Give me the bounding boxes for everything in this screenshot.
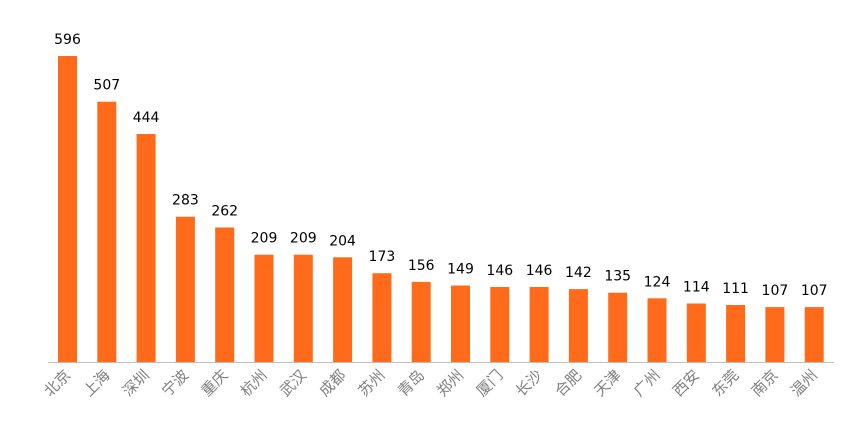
category-label-15: 广州 <box>630 366 664 400</box>
category-labels-group: 北京 上海 深圳 宁波 重庆 杭州 武汉 成都 苏州 青岛 郑州 厦门 长沙 合肥 天津 广州 西安 东莞 南京 温州 <box>40 366 821 400</box>
value-label-12: 146 <box>526 263 553 279</box>
category-label-9: 青岛 <box>394 366 428 400</box>
category-label-13: 合肥 <box>551 366 585 400</box>
category-label-1: 上海 <box>80 366 114 400</box>
value-label-3: 283 <box>172 193 199 209</box>
value-label-18: 107 <box>762 283 789 299</box>
category-label-19: 温州 <box>787 366 821 400</box>
bar-2 <box>136 134 156 362</box>
bar-15 <box>647 298 667 362</box>
value-label-0: 596 <box>54 32 81 48</box>
category-label-16: 西安 <box>669 366 703 400</box>
value-label-8: 173 <box>369 249 396 265</box>
bar-5 <box>254 254 274 362</box>
bar-16 <box>686 303 706 362</box>
category-label-2: 深圳 <box>119 366 153 400</box>
value-label-6: 209 <box>290 231 317 247</box>
value-label-11: 146 <box>486 263 513 279</box>
value-label-1: 507 <box>93 78 120 94</box>
category-label-0: 北京 <box>40 366 74 400</box>
bar-10 <box>451 285 470 362</box>
category-label-8: 苏州 <box>355 366 389 400</box>
value-label-2: 444 <box>133 110 160 126</box>
value-label-15: 124 <box>644 274 671 290</box>
category-label-6: 武汉 <box>276 366 310 400</box>
value-label-19: 107 <box>801 283 828 299</box>
category-label-7: 成都 <box>315 366 349 400</box>
bar-6 <box>293 254 313 362</box>
value-label-4: 262 <box>211 204 238 220</box>
value-labels-group: 596 507 444 283 262 209 209 204 173 156 149 146 146 1… <box>54 32 827 299</box>
bar-4 <box>215 227 235 362</box>
value-label-14: 135 <box>604 269 631 285</box>
bar-0 <box>58 56 77 362</box>
category-label-3: 宁波 <box>158 366 192 400</box>
bar-11 <box>490 287 510 362</box>
category-label-11: 厦门 <box>473 366 507 400</box>
bar-14 <box>608 292 628 362</box>
bar-19 <box>804 307 824 362</box>
bar-3 <box>175 216 195 362</box>
bar-13 <box>568 289 588 362</box>
value-label-9: 156 <box>408 258 435 274</box>
category-label-14: 天津 <box>591 366 625 400</box>
value-label-5: 209 <box>251 231 278 247</box>
category-label-12: 长沙 <box>512 366 546 400</box>
bar-12 <box>529 287 549 362</box>
category-label-5: 杭州 <box>237 366 271 400</box>
value-label-16: 114 <box>683 280 710 296</box>
category-label-17: 东莞 <box>708 366 742 400</box>
value-label-7: 204 <box>329 233 356 249</box>
bar-7 <box>333 257 353 362</box>
bars-group <box>58 56 824 362</box>
bar-8 <box>372 273 392 362</box>
bar-17 <box>726 305 746 362</box>
value-label-10: 149 <box>447 262 474 278</box>
bar-9 <box>411 281 431 362</box>
category-label-10: 郑州 <box>433 366 467 400</box>
value-label-13: 142 <box>565 265 592 281</box>
bar-18 <box>765 307 785 362</box>
category-label-18: 南京 <box>748 366 782 400</box>
value-label-17: 111 <box>722 281 749 297</box>
category-label-4: 重庆 <box>198 366 232 400</box>
bar-1 <box>97 101 117 362</box>
